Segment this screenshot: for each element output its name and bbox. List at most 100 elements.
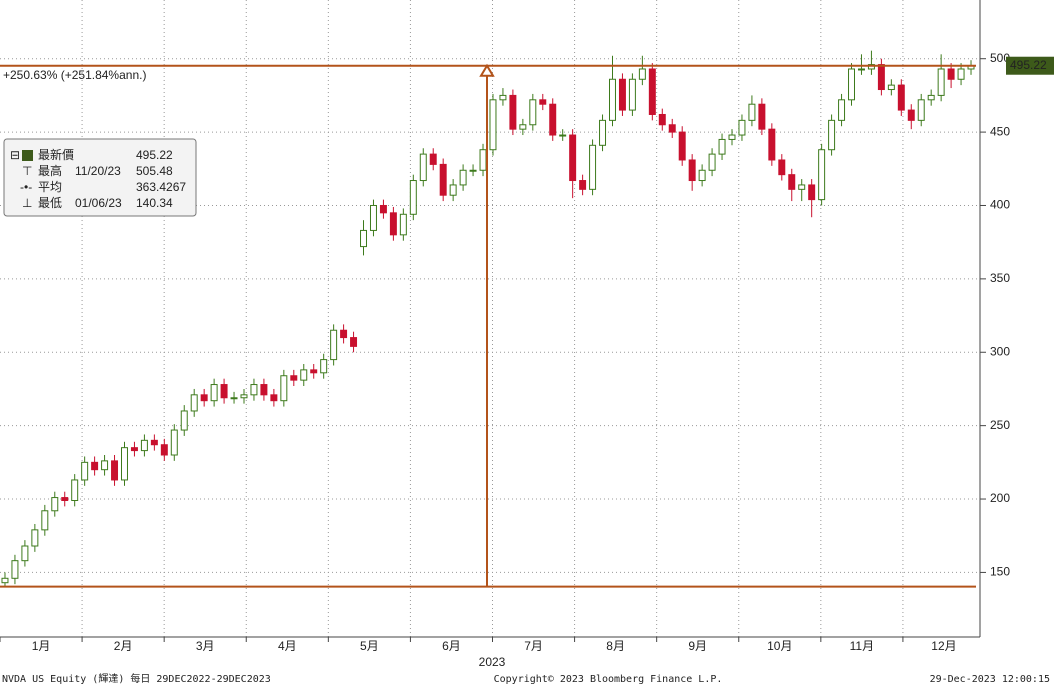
- x-tick-label: 8月: [606, 639, 625, 653]
- candle-body: [91, 461, 99, 471]
- candle-body: [310, 369, 318, 374]
- candle-body: [180, 410, 188, 431]
- candle-body: [190, 394, 198, 412]
- performance-label: +250.63% (+251.84%ann.): [3, 68, 146, 82]
- candle-body: [459, 169, 467, 186]
- x-tick-label: 4月: [278, 639, 297, 653]
- candle-body: [369, 204, 377, 231]
- candle-body: [449, 184, 457, 196]
- candle-body: [838, 99, 846, 121]
- candle-body: [101, 460, 109, 471]
- candle-body: [638, 68, 646, 80]
- candle-body: [618, 78, 626, 111]
- candle-body: [937, 68, 945, 96]
- legend-box: [3, 138, 197, 217]
- candle-body: [389, 212, 397, 236]
- candle-body: [61, 497, 69, 501]
- candle-body: [419, 153, 427, 182]
- candle-body: [121, 447, 128, 481]
- candle-body: [788, 174, 796, 190]
- candle-body: [399, 213, 407, 236]
- candle-body: [340, 329, 348, 339]
- footer-right: 29-Dec-2023 12:00:15: [930, 674, 1050, 685]
- candle-body: [678, 131, 686, 161]
- footer-center: Copyright© 2023 Bloomberg Finance L.P.: [494, 674, 723, 685]
- candle-body: [778, 159, 786, 176]
- range-arrow-head: [479, 63, 495, 77]
- candle-body: [758, 103, 766, 130]
- candle-body: [519, 124, 527, 130]
- candle-body: [270, 394, 278, 402]
- candle-body: [379, 204, 387, 214]
- candle-body: [320, 359, 328, 374]
- candle-body: [220, 384, 228, 399]
- candle-body: [897, 84, 905, 111]
- candles: [1, 50, 975, 587]
- candle-body: [250, 384, 258, 396]
- candle-body: [867, 64, 875, 70]
- y-tick-label: 200: [990, 491, 1010, 505]
- legend-label: 最低: [38, 196, 62, 210]
- annotations: +250.63% (+251.84%ann.) 495.22: [0, 56, 1054, 588]
- candle-body: [230, 397, 238, 400]
- candle-body: [330, 329, 338, 361]
- x-tick-label: 9月: [688, 639, 707, 653]
- x-tick-label: 5月: [360, 639, 379, 653]
- candle-body: [628, 78, 636, 111]
- candle-body: [848, 68, 855, 101]
- candle-body: [887, 84, 895, 91]
- candle-body: [170, 429, 178, 456]
- candle-body: [409, 180, 417, 215]
- candle-body: [718, 138, 726, 155]
- candle-body: [509, 94, 517, 130]
- candle-body: [668, 124, 676, 133]
- x-tick-label: 12月: [931, 639, 956, 653]
- candle-body: [957, 68, 965, 80]
- candle-body: [41, 510, 49, 531]
- candle-body: [728, 134, 736, 140]
- candle-body: [439, 163, 447, 196]
- x-tick-label: 3月: [196, 639, 215, 653]
- candle-body: [708, 153, 716, 171]
- y-tick-label: 500: [990, 51, 1010, 65]
- legend-marker: ⊟: [10, 148, 20, 162]
- candle-body: [160, 444, 168, 456]
- candle-body: [31, 529, 39, 547]
- candle-body: [499, 94, 507, 101]
- x-tick-label: 1月: [32, 639, 51, 653]
- legend-value: 363.4267: [136, 180, 186, 194]
- candle-body: [260, 384, 268, 396]
- legend: ⊟ 最新價 495.22 ⊤ 最高 11/20/23 505.48 -•- 平均…: [3, 138, 197, 217]
- footer-left: NVDA US Equity (輝達) 每日 29DEC2022-29DEC20…: [2, 672, 271, 685]
- candle-body: [688, 159, 696, 182]
- legend-value: 505.48: [136, 164, 173, 178]
- y-tick-label: 150: [990, 565, 1010, 579]
- candle-body: [768, 128, 776, 161]
- candle-body: [1, 577, 9, 584]
- candle-body: [609, 78, 616, 121]
- candle-body: [808, 184, 816, 201]
- candle-body: [489, 99, 497, 151]
- x-tick-label: 10月: [767, 639, 792, 653]
- y-tick-label: 250: [990, 418, 1010, 432]
- legend-value: 495.22: [136, 148, 173, 162]
- candle-body: [559, 134, 567, 137]
- candle-body: [658, 113, 666, 126]
- y-tick-label: 450: [990, 124, 1010, 138]
- x-tick-label: 6月: [442, 639, 461, 653]
- candle-body: [300, 369, 308, 381]
- candle-body: [818, 149, 826, 201]
- candle-body: [549, 103, 557, 136]
- legend-label: 最高: [38, 163, 62, 178]
- candle-body: [51, 497, 59, 512]
- candle-body: [240, 394, 248, 399]
- last-price-box: [1006, 56, 1054, 75]
- candle-body: [350, 337, 358, 347]
- candle-body: [828, 119, 836, 151]
- candle-body: [81, 461, 89, 481]
- y-tick-label: 350: [990, 271, 1010, 285]
- legend-marker: -•-: [20, 180, 32, 194]
- legend-marker: ⊤: [22, 164, 32, 178]
